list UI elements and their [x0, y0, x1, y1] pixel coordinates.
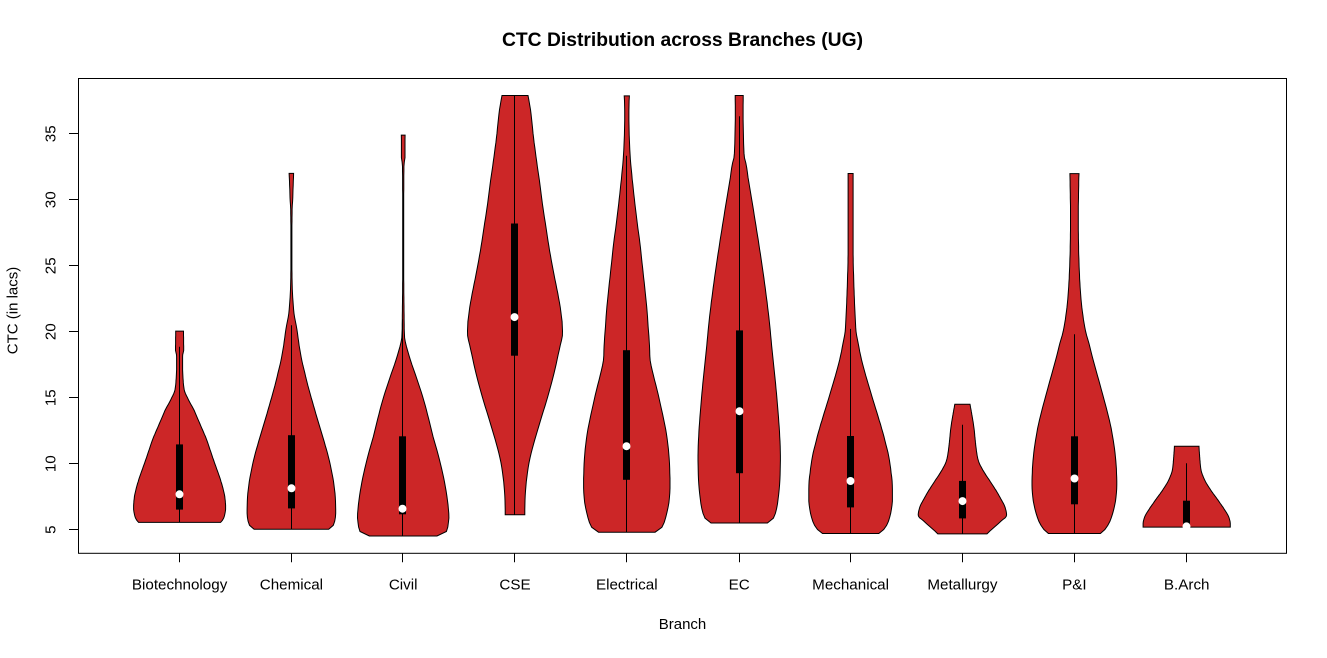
svg-text:CTC Distribution across Branch: CTC Distribution across Branches (UG): [502, 30, 863, 51]
svg-text:Branch: Branch: [659, 616, 707, 633]
svg-text:CSE: CSE: [499, 577, 530, 594]
svg-text:P&I: P&I: [1062, 577, 1086, 594]
svg-text:35: 35: [42, 125, 59, 142]
svg-text:20: 20: [42, 323, 59, 340]
svg-text:B.Arch: B.Arch: [1164, 577, 1210, 594]
svg-text:Mechanical: Mechanical: [812, 577, 889, 594]
svg-text:Civil: Civil: [389, 577, 418, 594]
svg-text:Chemical: Chemical: [260, 577, 323, 594]
svg-text:15: 15: [42, 389, 59, 406]
svg-text:CTC (in lacs): CTC (in lacs): [5, 267, 22, 355]
svg-text:30: 30: [42, 191, 59, 208]
svg-text:25: 25: [42, 257, 59, 274]
svg-text:Electrical: Electrical: [596, 577, 658, 594]
svg-text:10: 10: [42, 455, 59, 472]
svg-text:Biotechnology: Biotechnology: [132, 577, 228, 594]
svg-text:Metallurgy: Metallurgy: [927, 577, 997, 594]
svg-text:5: 5: [42, 525, 59, 533]
svg-text:EC: EC: [729, 577, 750, 594]
